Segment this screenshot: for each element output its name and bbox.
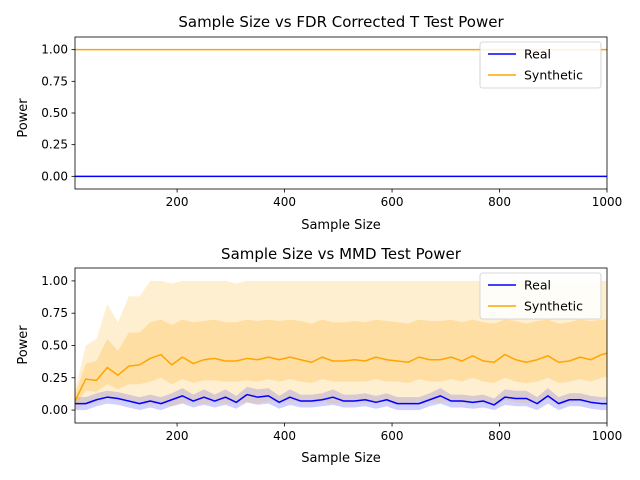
x-tick-label: 400 bbox=[273, 195, 296, 209]
x-tick-label: 800 bbox=[488, 429, 511, 443]
x-tick-label: 600 bbox=[381, 429, 404, 443]
x-axis-label: Sample Size bbox=[301, 218, 381, 233]
x-tick-label: 1000 bbox=[592, 195, 623, 209]
mmd-test-chart: Sample Size vs MMD Test Power 200 400 600 8… bbox=[16, 245, 622, 466]
legend-label-synthetic: Synthetic bbox=[524, 68, 583, 83]
x-tick-label: 200 bbox=[166, 195, 189, 209]
y-axis-label: Power bbox=[16, 325, 31, 365]
legend: Real Synthetic bbox=[479, 272, 602, 320]
y-tick-label: 0.75 bbox=[41, 74, 68, 88]
y-tick-label: 1.00 bbox=[41, 274, 68, 288]
y-tick-label: 0.00 bbox=[41, 403, 68, 417]
y-tick-label: 0.75 bbox=[41, 306, 68, 320]
synthetic-series-line bbox=[75, 352, 607, 402]
x-tick-label: 800 bbox=[488, 195, 511, 209]
plot-area: 200 400 600 800 1000 0.00 0.25 0.50 0.75 1.00 bbox=[41, 36, 623, 209]
y-tick-label: 0.50 bbox=[41, 106, 68, 120]
y-tick-label: 1.00 bbox=[41, 43, 68, 57]
fdr-ttest-chart: Sample Size vs FDR Corrected T Test Powe… bbox=[16, 13, 622, 233]
y-tick-label: 0.50 bbox=[41, 339, 68, 353]
y-axis-label: Power bbox=[16, 98, 31, 138]
y-tick-label: 0.25 bbox=[41, 371, 68, 385]
data-layer bbox=[75, 280, 607, 411]
y-tick-label: 0.00 bbox=[41, 169, 68, 183]
chart-title: Sample Size vs FDR Corrected T Test Powe… bbox=[178, 13, 504, 31]
synthetic-band-outer bbox=[75, 280, 607, 411]
legend-label-real: Real bbox=[524, 278, 551, 293]
real-series-line bbox=[75, 393, 607, 406]
x-tick-label: 400 bbox=[273, 429, 296, 443]
x-tick-label: 200 bbox=[166, 429, 189, 443]
x-tick-label: 600 bbox=[381, 195, 404, 209]
x-axis-label: Sample Size bbox=[301, 451, 381, 466]
real-band-outer bbox=[75, 386, 607, 411]
y-tick-label: 0.25 bbox=[41, 138, 68, 152]
synthetic-band-inner bbox=[75, 319, 607, 407]
x-tick-label: 1000 bbox=[592, 429, 623, 443]
chart-title: Sample Size vs MMD Test Power bbox=[221, 245, 462, 263]
legend-label-real: Real bbox=[524, 47, 551, 62]
legend: Real Synthetic bbox=[479, 41, 602, 89]
plot-area: 200 400 600 800 1000 0.00 0.25 0.50 0.75 1.00 bbox=[41, 267, 623, 443]
legend-label-synthetic: Synthetic bbox=[524, 299, 583, 314]
